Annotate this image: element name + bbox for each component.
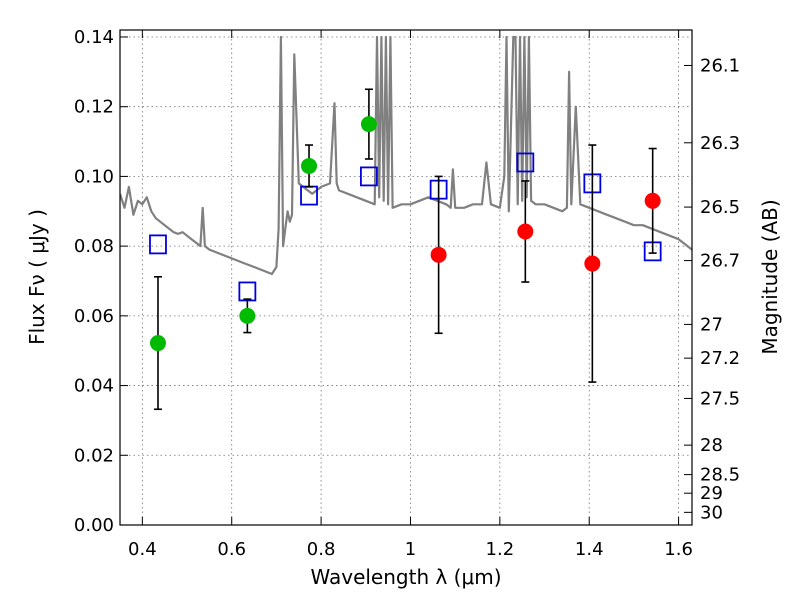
y-axis-label: Flux Fν ( μJy ) <box>25 209 49 345</box>
model-photometry-square <box>300 185 318 206</box>
nir_photometry-point <box>517 223 534 240</box>
y-tick-label: 0.10 <box>74 166 114 187</box>
y2-axis-label: Magnitude (AB) <box>758 199 782 354</box>
y2-tick-label: 29 <box>700 483 723 504</box>
x-tick-label: 1.2 <box>486 539 515 560</box>
optical_photometry-point <box>239 307 256 324</box>
optical_photometry-point <box>149 335 166 352</box>
plot-frame <box>119 29 693 526</box>
y-tick-label: 0.06 <box>74 306 114 327</box>
x-tick-label: 0.8 <box>307 539 336 560</box>
y-tick-label: 0.00 <box>74 515 114 536</box>
y2-tick-label: 28.5 <box>700 465 740 486</box>
y-tick-label: 0.02 <box>74 445 114 466</box>
y-tick-label: 0.14 <box>74 27 114 48</box>
x-tick-label: 0.4 <box>128 539 157 560</box>
nir_photometry-point <box>584 255 601 272</box>
x-tick-label: 1 <box>405 539 416 560</box>
x-tick-label: 0.6 <box>217 539 246 560</box>
x-tick-label: 1.4 <box>575 539 604 560</box>
y2-tick-label: 26.3 <box>700 133 740 154</box>
y2-tick-label: 26.5 <box>700 197 740 218</box>
y2-tick-label: 28 <box>700 435 723 456</box>
model-photometry-square <box>516 152 535 173</box>
axis-ticks: 0.4 0.6 0.8 1 1.2 1.4 1.6 0.00 0.02 0.04 0.06 0.08 0… <box>74 27 740 560</box>
y2-tick-label: 30 <box>700 502 723 523</box>
y-tick-label: 0.12 <box>74 97 114 118</box>
y-tick-label: 0.04 <box>74 376 114 397</box>
y-tick-label: 0.08 <box>74 236 114 257</box>
model-photometry-square <box>360 166 378 187</box>
optical_photometry-point <box>301 157 318 174</box>
y2-tick-label: 27.2 <box>700 348 740 369</box>
y2-tick-label: 27.5 <box>700 388 740 409</box>
x-axis-label: Wavelength λ (μm) <box>310 565 501 589</box>
nir_photometry-point <box>644 192 661 209</box>
y2-tick-label: 27 <box>700 314 723 335</box>
y2-tick-label: 26.7 <box>700 251 740 272</box>
nir_photometry-point <box>430 246 447 263</box>
data-layer <box>120 35 692 411</box>
grid-lines <box>120 30 692 526</box>
x-tick-label: 1.6 <box>664 539 693 560</box>
optical_photometry-point <box>360 116 377 133</box>
y2-tick-label: 26.1 <box>700 55 740 76</box>
model-photometry-square <box>238 281 257 302</box>
model-photometry-square <box>149 234 167 255</box>
model-spectrum-line <box>120 35 692 276</box>
